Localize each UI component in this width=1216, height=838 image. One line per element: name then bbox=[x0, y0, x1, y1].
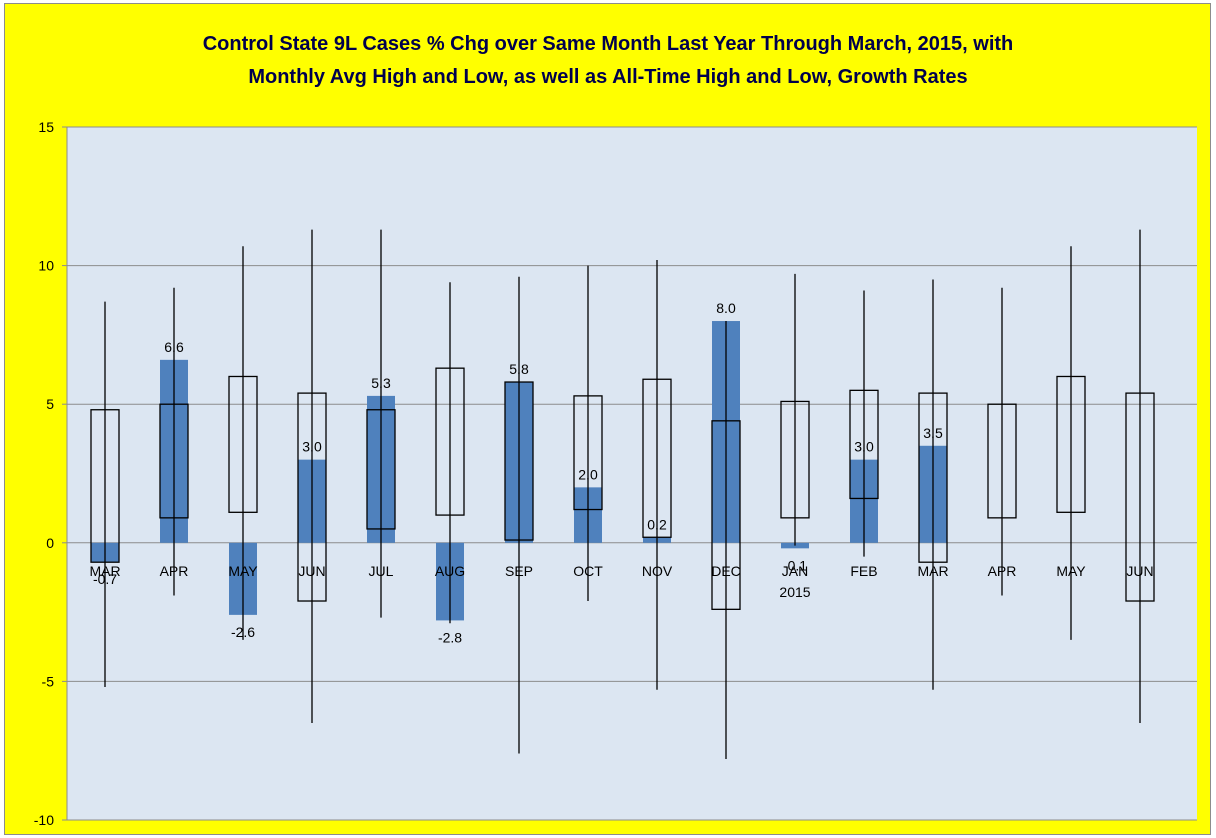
x-category-label: NOV bbox=[642, 563, 673, 579]
avg-range-box bbox=[642, 378, 672, 538]
chart-title-line-2: Monthly Avg High and Low, as well as All… bbox=[248, 66, 968, 88]
avg-range-box bbox=[90, 409, 120, 563]
x-category-label: OCT bbox=[573, 563, 603, 579]
avg-range-box bbox=[159, 403, 189, 519]
bar-data-label: 2.0 bbox=[578, 466, 598, 482]
bar-data-label: -0.1 bbox=[783, 557, 807, 573]
x-category-label: SEP bbox=[505, 563, 533, 579]
y-tick-label: -10 bbox=[34, 812, 54, 828]
avg-range-box bbox=[780, 400, 810, 519]
x-category-label: AUG bbox=[435, 563, 465, 579]
avg-range-box bbox=[1125, 392, 1155, 602]
avg-range-box bbox=[366, 409, 396, 530]
y-tick-label: 5 bbox=[46, 396, 54, 412]
x-category-label: MAR bbox=[917, 563, 948, 579]
chart-title: Control State 9L Cases % Chg over Same M… bbox=[0, 28, 1216, 94]
x-category-label: JUL bbox=[369, 563, 394, 579]
x-category-label: JUN bbox=[298, 563, 325, 579]
x-category-label: MAY bbox=[228, 563, 258, 579]
avg-range-box bbox=[711, 420, 741, 610]
bar-data-label: 3.5 bbox=[923, 425, 943, 441]
x-category-label: JAN bbox=[782, 563, 808, 579]
bar-data-label: 0.2 bbox=[647, 516, 667, 532]
avg-range-box bbox=[1056, 375, 1086, 513]
x-category-label: MAY bbox=[1056, 563, 1086, 579]
avg-range-box bbox=[228, 375, 258, 513]
y-tick-label: 15 bbox=[38, 119, 54, 135]
chart-title-line-1: Control State 9L Cases % Chg over Same M… bbox=[202, 33, 1014, 55]
avg-range-box bbox=[573, 395, 603, 511]
x-category-label: FEB bbox=[850, 563, 877, 579]
x-category-label: APR bbox=[160, 563, 189, 579]
y-tick-label: -5 bbox=[42, 673, 55, 689]
avg-range-box bbox=[849, 389, 879, 500]
plot-area bbox=[67, 127, 1197, 820]
x-category-label: MAR bbox=[89, 563, 120, 579]
bar-data-label: 5.8 bbox=[509, 361, 529, 377]
x-category-label: DEC bbox=[711, 563, 741, 579]
x-category-label: JUN bbox=[1126, 563, 1153, 579]
avg-range-box bbox=[504, 381, 534, 541]
avg-range-box bbox=[435, 367, 465, 516]
avg-range-box bbox=[987, 403, 1017, 519]
avg-range-box bbox=[297, 392, 327, 602]
bar-data-label: 8.0 bbox=[716, 300, 736, 316]
bar-data-label: 3.0 bbox=[302, 439, 322, 455]
avg-range-box bbox=[918, 392, 948, 563]
bar-data-label: 5.3 bbox=[371, 375, 391, 391]
x-category-label: APR bbox=[988, 563, 1017, 579]
bar-data-label: -2.6 bbox=[231, 624, 255, 640]
y-tick-label: 0 bbox=[46, 535, 54, 551]
bar-data-label: -2.8 bbox=[438, 629, 462, 645]
x-category-label: 2015 bbox=[779, 584, 810, 600]
bar-data-label: 6.6 bbox=[164, 339, 184, 355]
bar-data-label: -0.7 bbox=[93, 571, 117, 587]
y-tick-label: 10 bbox=[38, 258, 54, 274]
bar-data-label: 3.0 bbox=[854, 439, 874, 455]
